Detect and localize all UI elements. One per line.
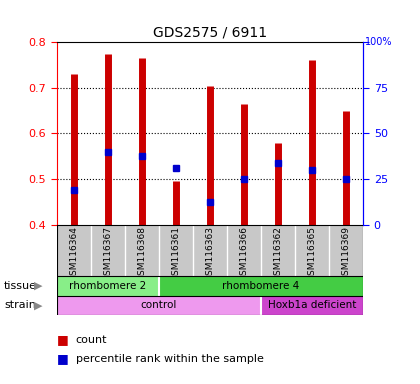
Text: GSM116362: GSM116362	[274, 226, 283, 281]
Text: Hoxb1a deficient: Hoxb1a deficient	[268, 300, 357, 310]
Bar	[329, 225, 363, 276]
Text: percentile rank within the sample: percentile rank within the sample	[76, 354, 263, 364]
Bar	[295, 225, 329, 276]
Text: GSM116361: GSM116361	[171, 226, 181, 281]
Text: GSM116363: GSM116363	[205, 226, 215, 281]
Text: rhombomere 2: rhombomere 2	[69, 281, 147, 291]
Text: GSM116369: GSM116369	[342, 226, 351, 281]
Bar	[125, 225, 159, 276]
Text: GSM116368: GSM116368	[137, 226, 146, 281]
Text: ▶: ▶	[34, 300, 42, 310]
Text: GSM116365: GSM116365	[308, 226, 317, 281]
Bar	[159, 276, 363, 296]
Text: 100%: 100%	[365, 37, 393, 47]
Bar	[227, 225, 261, 276]
Bar	[57, 276, 159, 296]
Title: GDS2575 / 6911: GDS2575 / 6911	[153, 26, 267, 40]
Text: GSM116364: GSM116364	[69, 226, 78, 281]
Bar	[91, 225, 125, 276]
Text: GSM116366: GSM116366	[239, 226, 249, 281]
Bar	[57, 225, 91, 276]
Bar	[159, 225, 193, 276]
Text: tissue: tissue	[4, 281, 37, 291]
Text: control: control	[141, 300, 177, 310]
Text: strain: strain	[4, 300, 36, 310]
Text: ■: ■	[57, 353, 73, 366]
Bar	[57, 296, 261, 315]
Bar	[261, 296, 363, 315]
Text: GSM116367: GSM116367	[103, 226, 112, 281]
Bar	[261, 225, 295, 276]
Text: ■: ■	[57, 333, 73, 346]
Text: ▶: ▶	[34, 281, 42, 291]
Text: rhombomere 4: rhombomere 4	[223, 281, 300, 291]
Text: count: count	[76, 335, 107, 345]
Bar	[193, 225, 227, 276]
